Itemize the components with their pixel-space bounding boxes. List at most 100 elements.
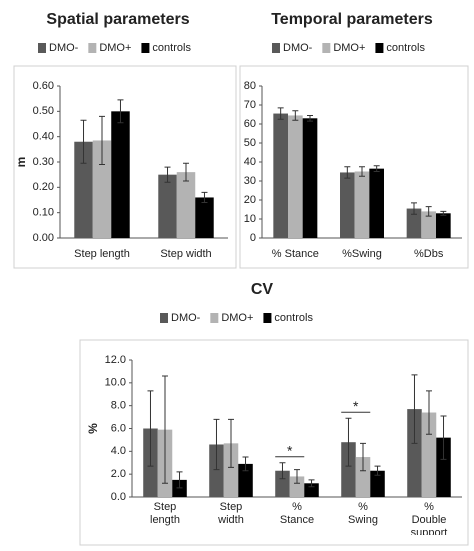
x-tick-label: %Swing — [342, 248, 382, 260]
x-tick-label-box: Step length — [150, 501, 180, 526]
bar — [172, 479, 187, 497]
y-tick-label: 80 — [244, 80, 256, 92]
x-tick-label: % Stance — [279, 501, 315, 526]
legend-label: controls — [386, 42, 425, 54]
bar — [304, 483, 319, 497]
y-tick-label: 60 — [244, 118, 256, 130]
y-tick-label: 30 — [244, 175, 256, 187]
y-tick-label: 6.0 — [111, 422, 126, 434]
error-bar — [292, 110, 299, 121]
x-tick-label-box: % Stance — [279, 501, 315, 526]
bar — [111, 111, 130, 238]
x-tick-label: Step length — [150, 501, 180, 526]
y-tick-label: 8.0 — [111, 400, 126, 412]
y-tick-label: 0.40 — [33, 131, 54, 143]
chart-title: Temporal parameters — [271, 11, 433, 28]
panel-frame — [239, 65, 469, 269]
panel-frame — [13, 65, 237, 269]
bar — [421, 412, 437, 497]
y-tick-label: 50 — [244, 137, 256, 149]
error-bar — [213, 418, 220, 471]
legend-label: DMO+ — [99, 42, 131, 54]
annotation: * — [353, 398, 359, 414]
error-bar — [228, 418, 234, 468]
legend-swatch — [263, 313, 272, 323]
error-bar — [183, 162, 189, 182]
y-tick-label: 40 — [244, 156, 256, 168]
error-bar — [294, 469, 300, 484]
legend-swatch — [88, 43, 97, 53]
y-tick-label: 2.0 — [111, 468, 126, 480]
error-bar — [373, 165, 380, 172]
error-bar — [277, 107, 284, 120]
y-tick-label: 0.0 — [111, 491, 126, 503]
y-tick-label: 12.0 — [105, 354, 126, 366]
x-tick-label-box: % Swing — [348, 501, 378, 526]
bar — [421, 211, 436, 238]
bar — [436, 213, 451, 238]
x-tick-label: % Swing — [348, 501, 378, 526]
legend-label: controls — [152, 42, 191, 54]
x-tick-label: %Dbs — [414, 248, 444, 260]
error-bar — [411, 202, 417, 215]
bar — [302, 118, 318, 238]
panel-frame — [79, 339, 469, 546]
bar — [369, 168, 384, 238]
y-tick-label: 0.20 — [33, 181, 54, 193]
y-tick-label: 0.60 — [33, 80, 54, 92]
legend-swatch — [141, 43, 150, 53]
error-bar — [307, 114, 313, 122]
legend-swatch — [160, 313, 168, 323]
bar — [223, 443, 239, 497]
error-bar — [345, 417, 352, 467]
x-tick-label: % Stance — [272, 248, 319, 260]
y-axis-label: % — [86, 423, 100, 434]
bar — [354, 171, 370, 238]
error-bar — [359, 166, 365, 177]
chart-title: Spatial parameters — [46, 11, 189, 28]
bar — [273, 113, 288, 238]
x-tick-label: Step width — [160, 248, 211, 260]
bar — [92, 140, 112, 238]
bar — [355, 457, 371, 497]
y-tick-label: 0.00 — [33, 232, 54, 244]
annotation: * — [287, 442, 293, 458]
error-bar — [425, 206, 432, 217]
x-tick-label: Step width — [218, 501, 244, 526]
error-bar — [374, 465, 381, 476]
error-bar — [99, 115, 105, 166]
error-bar — [176, 471, 183, 489]
bar — [74, 141, 93, 238]
y-tick-label: 4.0 — [111, 445, 126, 457]
error-bar — [242, 456, 249, 472]
bar — [406, 208, 422, 238]
chart-title: CV — [251, 281, 274, 298]
x-tick-label-box: Step width — [218, 501, 244, 526]
legend-swatch — [375, 43, 384, 53]
legend-label: DMO- — [283, 42, 313, 54]
error-bar — [80, 119, 87, 164]
y-axis-label: m — [14, 157, 28, 168]
error-bar — [162, 375, 168, 484]
bar — [209, 444, 224, 497]
error-bar — [201, 191, 208, 204]
legend-swatch — [322, 43, 331, 53]
legend-label: DMO- — [171, 312, 201, 324]
error-bar — [440, 210, 447, 216]
error-bar — [344, 166, 351, 179]
bar — [407, 409, 422, 497]
error-bar — [147, 390, 154, 467]
error-bar — [308, 479, 315, 488]
legend-label: DMO- — [49, 42, 79, 54]
error-bar — [360, 442, 366, 472]
bar — [288, 115, 303, 238]
bar — [195, 197, 214, 238]
legend-label: DMO+ — [221, 312, 253, 324]
y-tick-label: 10 — [244, 213, 256, 225]
bar — [341, 442, 356, 497]
error-bar — [411, 374, 418, 444]
error-bar — [279, 462, 286, 480]
bar — [275, 470, 290, 497]
y-tick-label: 0.30 — [33, 156, 54, 168]
bar — [370, 470, 385, 497]
